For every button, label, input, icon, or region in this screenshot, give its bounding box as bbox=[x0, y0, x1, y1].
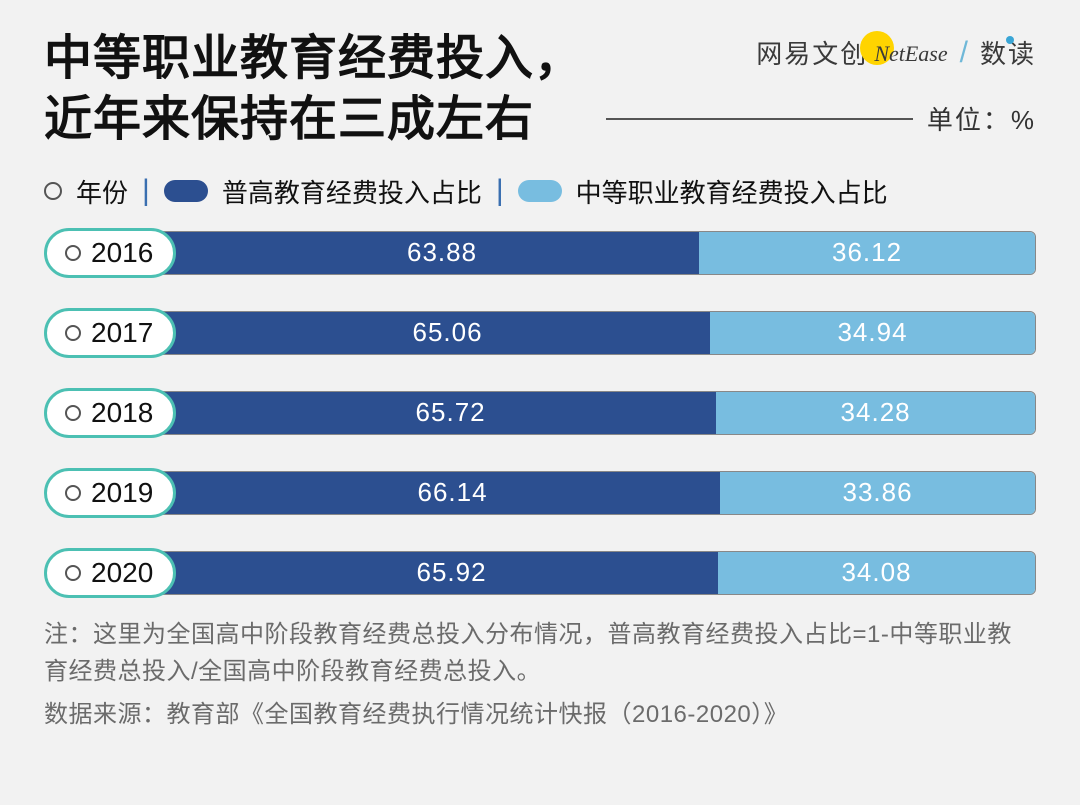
chart-row: 65.7234.282018 bbox=[44, 388, 1036, 438]
bar-segment-a: 65.06 bbox=[105, 312, 710, 354]
unit-row: 单位：% bbox=[606, 100, 1036, 137]
chart-row: 66.1433.862019 bbox=[44, 468, 1036, 518]
year-pill: 2019 bbox=[44, 468, 176, 518]
legend-separator-1: | bbox=[142, 174, 150, 208]
bar-segment-a: 63.88 bbox=[105, 232, 699, 274]
bar-segment-b: 33.86 bbox=[720, 472, 1035, 514]
brand-slash: / bbox=[960, 36, 968, 70]
brand-en-wrap: NetEase bbox=[874, 37, 947, 68]
chart-row: 65.9234.082020 bbox=[44, 548, 1036, 598]
year-pill: 2016 bbox=[44, 228, 176, 278]
legend: 年份 | 普高教育经费投入占比 | 中等职业教育经费投入占比 bbox=[44, 173, 1036, 210]
brand-en: NetEase bbox=[874, 41, 947, 66]
chart-row: 63.8836.122016 bbox=[44, 228, 1036, 278]
brand-shudu: 数读 bbox=[980, 34, 1036, 71]
year-pill: 2020 bbox=[44, 548, 176, 598]
bar-track: 66.1433.86 bbox=[104, 471, 1036, 515]
bar-segment-b: 34.08 bbox=[718, 552, 1035, 594]
legend-separator-2: | bbox=[496, 174, 504, 208]
legend-swatch-b bbox=[518, 180, 562, 202]
title-line-1: 中等职业教育经费投入， bbox=[44, 32, 583, 85]
bar-segment-a: 65.72 bbox=[105, 392, 716, 434]
unit-label: 单位：% bbox=[927, 100, 1036, 137]
bar-segment-a: 66.14 bbox=[105, 472, 720, 514]
chart-area: 63.8836.12201665.0634.94201765.7234.2820… bbox=[44, 228, 1036, 598]
legend-year-ring-icon bbox=[44, 182, 62, 200]
legend-year-label: 年份 bbox=[76, 173, 128, 210]
year-pill: 2018 bbox=[44, 388, 176, 438]
bar-segment-b: 34.94 bbox=[710, 312, 1035, 354]
header: 中等职业教育经费投入， 近年来保持在三成左右 网易文创 NetEase / 数读… bbox=[44, 28, 1036, 151]
chart-row: 65.0634.942017 bbox=[44, 308, 1036, 358]
bar-segment-b: 36.12 bbox=[699, 232, 1035, 274]
bar-track: 63.8836.12 bbox=[104, 231, 1036, 275]
bar-track: 65.0634.94 bbox=[104, 311, 1036, 355]
note-line-2: 数据来源：教育部《全国教育经费执行情况统计快报（2016-2020）》 bbox=[44, 696, 1036, 733]
legend-series-a-label: 普高教育经费投入占比 bbox=[222, 173, 482, 210]
brand-block: 网易文创 NetEase / 数读 bbox=[756, 34, 1036, 71]
bar-track: 65.9234.08 bbox=[104, 551, 1036, 595]
year-pill: 2017 bbox=[44, 308, 176, 358]
title-line-2: 近年来保持在三成左右 bbox=[44, 93, 534, 146]
footer-notes: 注：这里为全国高中阶段教育经费总投入分布情况，普高教育经费投入占比=1-中等职业… bbox=[44, 616, 1036, 734]
bar-segment-a: 65.92 bbox=[105, 552, 718, 594]
note-line-1: 注：这里为全国高中阶段教育经费总投入分布情况，普高教育经费投入占比=1-中等职业… bbox=[44, 616, 1036, 690]
bar-track: 65.7234.28 bbox=[104, 391, 1036, 435]
bar-segment-b: 34.28 bbox=[716, 392, 1035, 434]
brand-blue-dot-icon bbox=[1006, 36, 1014, 44]
unit-line-icon bbox=[606, 118, 913, 120]
legend-series-b-label: 中等职业教育经费投入占比 bbox=[576, 173, 888, 210]
legend-swatch-a bbox=[164, 180, 208, 202]
brand-cn: 网易文创 bbox=[756, 34, 868, 71]
